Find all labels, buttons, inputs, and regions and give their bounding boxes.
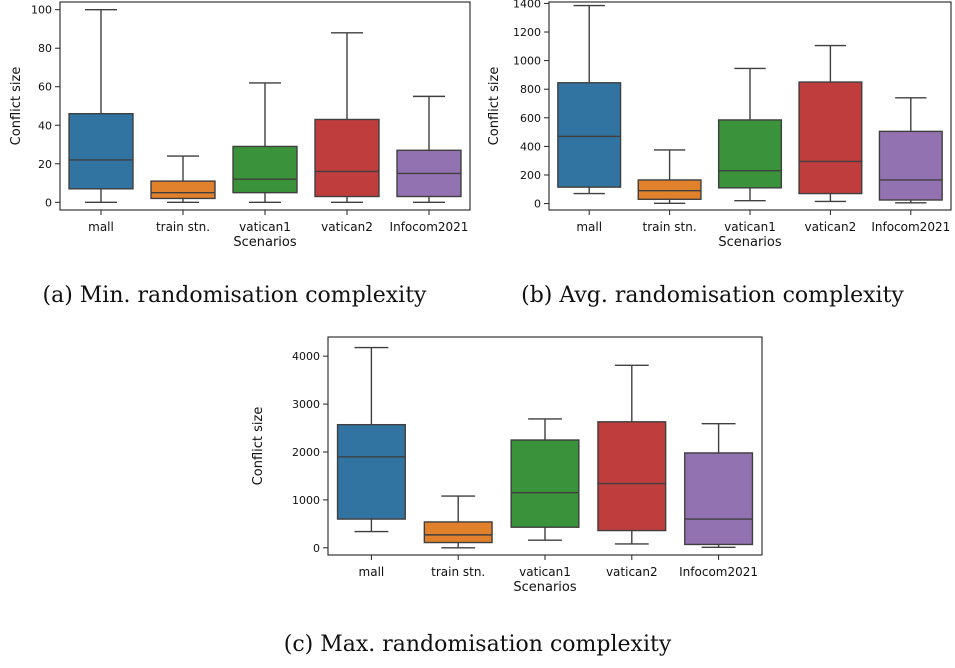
iqr-box (878, 130, 943, 201)
iqr-box (684, 452, 754, 546)
box-mall (557, 4, 622, 195)
box-mall (68, 9, 134, 203)
y-tick-label: 100 (31, 4, 52, 17)
box-vatican2 (314, 32, 380, 203)
x-tick-label: vatican1 (519, 565, 571, 579)
chart-panel-avg: 0 200 400 600 800 1000 1200 1400 mall train stn. v… (478, 0, 955, 262)
chart-panel-max: 0 1000 2000 3000 4000 mall train stn. vatican1 v… (235, 325, 765, 605)
iqr-box (510, 439, 580, 528)
box-infocom2021 (396, 95, 462, 203)
iqr-box (150, 180, 216, 200)
x-tick-label: train stn. (643, 220, 697, 234)
x-tick-label: Infocom2021 (390, 220, 469, 234)
x-tick-label: mall (359, 565, 385, 579)
caption-max: (c) Max. randomisation complexity (283, 632, 672, 657)
box-mall (336, 346, 406, 533)
chart-panel-min: 0 20 40 60 80 100 mall train stn. vatican1 vatica… (0, 0, 475, 262)
iqr-box (637, 179, 702, 200)
x-axis-title: Scenarios (513, 580, 577, 595)
box-train-stn- (423, 495, 493, 549)
box-vatican1 (510, 418, 580, 541)
box-infocom2021 (684, 423, 754, 549)
box-vatican1 (232, 82, 298, 203)
min-complexity-boxplot: 0 20 40 60 80 100 mall train stn. vatican1 vatica… (9, 1, 471, 250)
y-tick-label: 800 (520, 83, 541, 96)
x-tick-label: vatican2 (805, 220, 857, 234)
x-tick-label: train stn. (156, 220, 210, 234)
y-tick-label: 1000 (292, 494, 320, 507)
y-tick-label: 2000 (292, 446, 320, 459)
caption-avg: (b) Avg. randomisation complexity (521, 283, 904, 308)
box-vatican1 (717, 67, 783, 202)
y-axis-title: Conflict size (9, 67, 24, 146)
y-axis-title: Conflict size (251, 407, 266, 486)
y-tick-label: 40 (38, 119, 52, 132)
iqr-box (314, 118, 380, 198)
y-tick-label: 1400 (513, 0, 541, 10)
x-axis-title: Scenarios (233, 235, 297, 250)
box-infocom2021 (878, 97, 943, 204)
y-tick-label: 20 (38, 158, 52, 171)
iqr-box (336, 423, 406, 520)
y-tick-label: 200 (520, 169, 541, 182)
caption-min: (a) Min. randomisation complexity (42, 283, 427, 308)
y-tick-label: 600 (520, 112, 541, 125)
x-tick-label: vatican2 (606, 565, 658, 579)
iqr-box (597, 421, 667, 532)
avg-complexity-boxplot: 0 200 400 600 800 1000 1200 1400 mall train stn. v… (487, 0, 952, 250)
y-tick-label: 80 (38, 42, 52, 55)
x-tick-label: Infocom2021 (871, 220, 950, 234)
box-train-stn- (150, 155, 216, 203)
x-tick-label: vatican2 (321, 220, 373, 234)
box-vatican2 (798, 44, 863, 203)
y-tick-label: 3000 (292, 398, 320, 411)
iqr-box (717, 119, 783, 189)
x-tick-label: train stn. (431, 565, 485, 579)
iqr-box (423, 521, 493, 544)
y-tick-label: 400 (520, 140, 541, 153)
y-tick-label: 0 (313, 542, 320, 555)
box-train-stn- (637, 149, 702, 204)
y-tick-label: 60 (38, 81, 52, 94)
y-tick-label: 1200 (513, 26, 541, 39)
y-tick-label: 0 (45, 196, 52, 209)
box-vatican2 (597, 364, 667, 545)
x-tick-label: mall (88, 220, 114, 234)
x-tick-label: Infocom2021 (679, 565, 758, 579)
y-tick-label: 1000 (513, 55, 541, 68)
x-tick-label: mall (576, 220, 602, 234)
x-tick-label: vatican1 (724, 220, 776, 234)
iqr-box (232, 145, 298, 194)
iqr-box (798, 81, 863, 195)
x-tick-label: vatican1 (239, 220, 291, 234)
iqr-box (557, 82, 622, 188)
y-tick-label: 4000 (292, 350, 320, 363)
y-axis-title: Conflict size (487, 67, 502, 146)
iqr-box (68, 113, 134, 190)
x-axis-title: Scenarios (718, 235, 782, 250)
y-tick-label: 0 (534, 198, 541, 211)
max-complexity-boxplot: 0 1000 2000 3000 4000 mall train stn. vatican1 v… (251, 336, 763, 595)
